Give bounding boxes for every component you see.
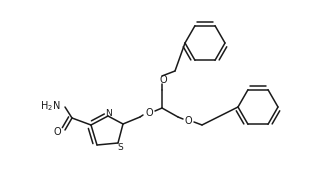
Text: N: N — [106, 108, 112, 118]
Text: O: O — [159, 75, 167, 85]
Text: O: O — [53, 127, 61, 137]
Text: H$_2$N: H$_2$N — [39, 99, 60, 113]
Text: S: S — [117, 143, 123, 152]
Text: O: O — [184, 116, 192, 126]
Text: O: O — [145, 108, 153, 118]
